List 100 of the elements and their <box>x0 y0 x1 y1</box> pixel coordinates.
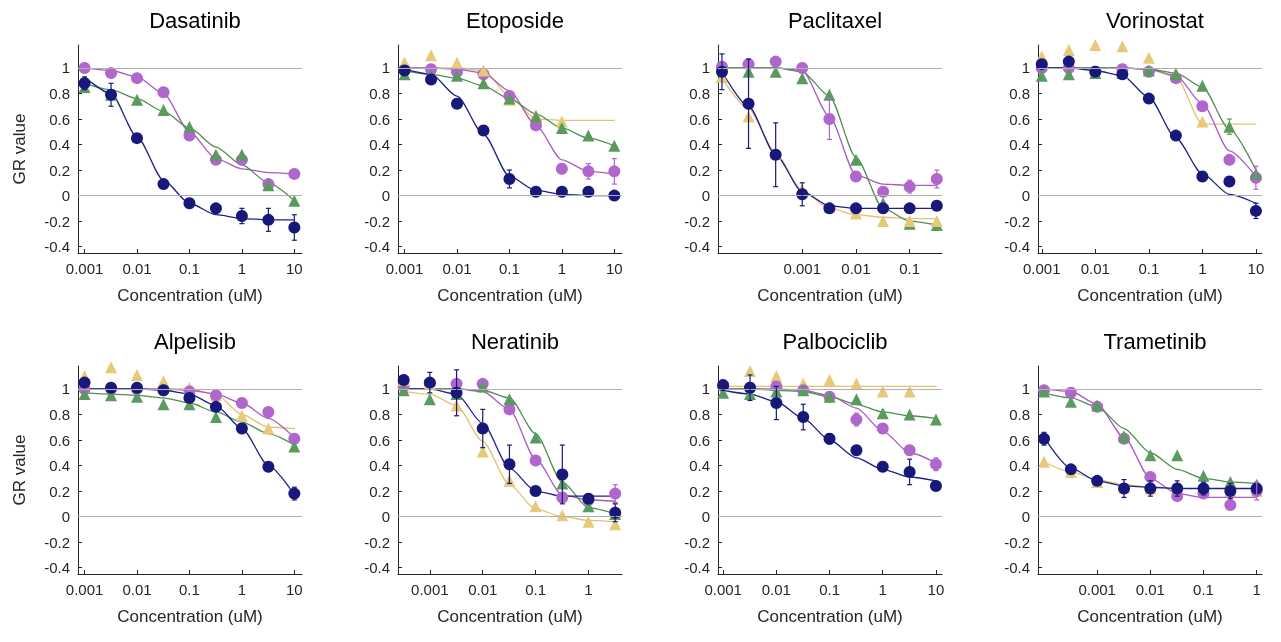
point <box>1169 129 1182 142</box>
x-tick-label: 0.01 <box>122 581 152 598</box>
x-tick-label: 0.1 <box>179 581 200 598</box>
x-axis-title: Concentration (uM) <box>437 607 583 626</box>
point <box>555 121 568 134</box>
point <box>1171 449 1184 462</box>
point <box>876 385 889 398</box>
x-tick-label: 0.01 <box>1080 260 1110 277</box>
point <box>209 400 222 413</box>
y-tick-label: 0.8 <box>1009 405 1030 423</box>
chart-title: Trametinib <box>1103 328 1207 354</box>
point <box>235 148 248 161</box>
x-tick-label: 0.01 <box>1135 581 1165 598</box>
y-tick-label: 1 <box>381 59 390 77</box>
y-tick-label: -0.2 <box>364 212 390 230</box>
chart-title: Paclitaxel <box>787 7 883 33</box>
point <box>796 72 809 85</box>
y-tick-label: 0.6 <box>689 110 710 128</box>
point <box>876 460 889 473</box>
point <box>235 409 248 422</box>
x-tick-label: 0.1 <box>899 260 921 277</box>
point <box>1062 55 1075 68</box>
point <box>823 374 836 387</box>
y-tick-label: 0.2 <box>689 161 710 179</box>
y-tick-label: -0.2 <box>684 212 710 230</box>
point <box>608 139 621 152</box>
y-tick-label: -0.4 <box>684 559 710 577</box>
y-tick-label: -0.2 <box>684 533 710 551</box>
y-tick-label: 0 <box>61 187 70 205</box>
point <box>1197 469 1210 482</box>
y-tick-label: 1 <box>701 380 710 398</box>
point <box>1035 69 1048 82</box>
point <box>769 65 782 78</box>
y-tick-label: -0.2 <box>1004 533 1030 551</box>
point <box>529 431 542 444</box>
point <box>876 407 889 420</box>
chart-title: Vorinostat <box>1106 7 1204 33</box>
y-tick-label: -0.2 <box>44 212 70 230</box>
point <box>105 67 118 80</box>
point <box>876 422 889 435</box>
point <box>877 202 890 215</box>
x-tick-label: 0.001 <box>411 581 449 598</box>
y-tick-label: 0.6 <box>49 110 70 128</box>
y-tick-label: 0.2 <box>49 161 70 179</box>
point <box>850 393 863 406</box>
y-tick-label: -0.2 <box>364 533 390 551</box>
y-tick-label: 0.6 <box>1009 110 1030 128</box>
y-tick-label: -0.4 <box>364 238 390 256</box>
point <box>288 167 301 180</box>
y-tick-label: 0.4 <box>1009 457 1030 475</box>
point <box>1089 39 1102 51</box>
x-tick-label: 10 <box>927 581 945 598</box>
y-tick-label: 0.8 <box>49 405 70 423</box>
y-tick-label: -0.4 <box>1004 559 1030 577</box>
point <box>183 391 196 404</box>
point <box>1223 175 1236 188</box>
y-axis-title: GR value <box>10 434 29 506</box>
point <box>183 120 196 133</box>
point <box>477 77 490 90</box>
point <box>529 485 542 498</box>
x-tick-label: 10 <box>605 260 623 277</box>
point <box>157 398 170 411</box>
x-tick-label: 1 <box>237 260 247 277</box>
y-tick-label: 0.8 <box>49 84 70 102</box>
y-tick-label: 0.4 <box>49 136 70 154</box>
x-tick-label: 0.01 <box>841 260 871 277</box>
x-tick-label: 0.1 <box>525 581 547 598</box>
point <box>157 104 170 117</box>
point <box>849 170 862 183</box>
x-tick-label: 10 <box>285 581 303 598</box>
x-axis-title: Concentration (uM) <box>117 607 263 626</box>
point <box>529 500 542 513</box>
point <box>288 440 301 453</box>
y-tick-label: 0 <box>1021 187 1030 205</box>
y-tick-label: 0 <box>381 508 390 526</box>
point <box>1142 51 1155 64</box>
y-tick-label: 0.2 <box>689 482 710 500</box>
y-tick-label: -0.2 <box>1004 212 1030 230</box>
point <box>235 397 248 409</box>
point <box>929 479 942 492</box>
point <box>877 185 890 198</box>
point <box>1196 79 1209 92</box>
y-tick-label: -0.4 <box>1004 238 1030 256</box>
y-tick-label: 0.2 <box>369 161 390 179</box>
y-tick-label: 0.4 <box>369 136 390 154</box>
point <box>769 55 782 68</box>
chart-title: Palbociclib <box>782 328 888 354</box>
point <box>262 460 275 473</box>
x-tick-label: 1 <box>557 260 567 277</box>
y-tick-label: -0.2 <box>44 533 70 551</box>
x-axis-title: Concentration (uM) <box>1077 607 1223 626</box>
point <box>903 408 916 421</box>
y-tick-label: 0.8 <box>369 405 390 423</box>
y-tick-label: 0.4 <box>49 457 70 475</box>
point <box>503 393 516 406</box>
x-tick-label: 0.001 <box>1023 260 1061 277</box>
x-tick-label: 0.001 <box>385 260 424 277</box>
x-tick-label: 1 <box>1252 581 1261 598</box>
y-axis-title: GR value <box>10 113 29 185</box>
point <box>849 202 862 215</box>
